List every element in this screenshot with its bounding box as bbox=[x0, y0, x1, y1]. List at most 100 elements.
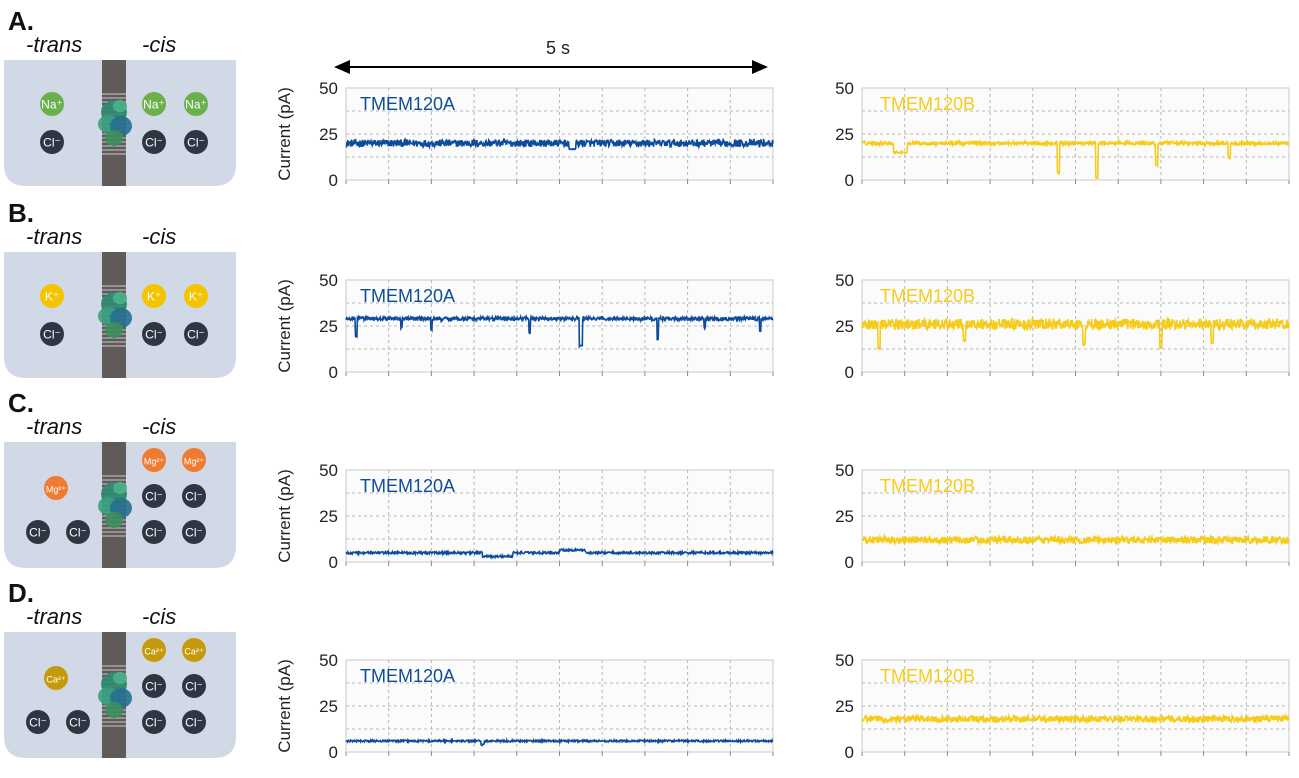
y-tick-label: 25 bbox=[835, 697, 854, 716]
cis-label: -cis bbox=[142, 414, 177, 439]
svg-text:Na⁺: Na⁺ bbox=[143, 98, 165, 112]
current-trace-chart: 0 25 50 TMEM120A Current (pA) bbox=[275, 651, 774, 762]
current-trace-line bbox=[861, 316, 1290, 351]
cis-ion: Cl⁻ bbox=[142, 130, 166, 154]
y-tick-label: 50 bbox=[835, 651, 854, 670]
cis-ion: Ca²⁺ bbox=[142, 638, 166, 662]
cis-ion: Cl⁻ bbox=[182, 710, 206, 734]
trans-label: -trans bbox=[26, 414, 83, 439]
current-trace-chart: 0 25 50 TMEM120A Current (pA) bbox=[275, 461, 774, 572]
current-trace-line bbox=[861, 712, 1290, 725]
trans-label: -trans bbox=[26, 604, 83, 629]
series-label: TMEM120A bbox=[360, 476, 455, 496]
protein-structure bbox=[98, 291, 132, 339]
svg-text:Mg²⁺: Mg²⁺ bbox=[46, 485, 66, 495]
y-axis-label: Current (pA) bbox=[275, 659, 294, 753]
y-tick-label: 25 bbox=[319, 507, 338, 526]
y-tick-label: 50 bbox=[319, 271, 338, 290]
svg-text:Ca²⁺: Ca²⁺ bbox=[184, 647, 204, 657]
protein-structure bbox=[98, 671, 132, 719]
current-trace-chart: 0 25 50 TMEM120A Current (pA) bbox=[275, 79, 774, 190]
current-trace-line bbox=[861, 138, 1290, 180]
cis-ion: Cl⁻ bbox=[142, 520, 166, 544]
current-trace-chart: 0 25 50 TMEM120B bbox=[835, 271, 1290, 382]
trans-ion: Cl⁻ bbox=[66, 710, 90, 734]
scale-bar bbox=[334, 60, 768, 74]
trans-label: -trans bbox=[26, 32, 83, 57]
y-tick-label: 50 bbox=[319, 651, 338, 670]
y-axis-label: Current (pA) bbox=[275, 279, 294, 373]
trans-ion: Cl⁻ bbox=[26, 710, 50, 734]
cis-ion: Ca²⁺ bbox=[182, 638, 206, 662]
svg-text:Cl⁻: Cl⁻ bbox=[145, 136, 163, 150]
cis-ion: Mg²⁺ bbox=[182, 448, 206, 472]
svg-text:Cl⁻: Cl⁻ bbox=[43, 328, 61, 342]
trans-ion: K⁺ bbox=[40, 284, 64, 308]
cis-ion: Cl⁻ bbox=[142, 710, 166, 734]
current-trace-chart: 0 25 50 TMEM120B bbox=[835, 651, 1290, 762]
cis-label: -cis bbox=[142, 32, 177, 57]
panel-label: A. bbox=[8, 6, 34, 36]
series-label: TMEM120A bbox=[360, 666, 455, 686]
current-trace-line bbox=[861, 533, 1290, 547]
cis-ion: Na⁺ bbox=[142, 92, 166, 116]
series-label: TMEM120A bbox=[360, 94, 455, 114]
svg-text:Na⁺: Na⁺ bbox=[41, 98, 63, 112]
svg-text:Cl⁻: Cl⁻ bbox=[187, 328, 205, 342]
svg-text:Cl⁻: Cl⁻ bbox=[145, 716, 163, 730]
svg-text:Mg²⁺: Mg²⁺ bbox=[144, 457, 164, 467]
series-label: TMEM120B bbox=[880, 286, 975, 306]
cis-ion: K⁺ bbox=[184, 284, 208, 308]
current-trace-chart: 0 25 50 TMEM120B bbox=[835, 461, 1290, 572]
svg-text:Cl⁻: Cl⁻ bbox=[145, 526, 163, 540]
svg-text:Mg²⁺: Mg²⁺ bbox=[184, 457, 204, 467]
panel-label: B. bbox=[8, 198, 34, 228]
cis-ion: Cl⁻ bbox=[182, 484, 206, 508]
series-label: TMEM120B bbox=[880, 94, 975, 114]
panel-label: D. bbox=[8, 578, 34, 608]
trans-ion: Cl⁻ bbox=[66, 520, 90, 544]
current-trace-line bbox=[345, 137, 774, 151]
svg-text:Cl⁻: Cl⁻ bbox=[29, 716, 47, 730]
trans-ion: Cl⁻ bbox=[40, 322, 64, 346]
svg-text:Cl⁻: Cl⁻ bbox=[185, 716, 203, 730]
y-tick-label: 0 bbox=[845, 363, 854, 382]
series-label: TMEM120B bbox=[880, 476, 975, 496]
y-tick-label: 25 bbox=[319, 317, 338, 336]
svg-text:Cl⁻: Cl⁻ bbox=[69, 716, 87, 730]
y-tick-label: 50 bbox=[835, 79, 854, 98]
trans-ion: Na⁺ bbox=[40, 92, 64, 116]
current-trace-chart: 0 25 50 TMEM120B bbox=[835, 79, 1290, 190]
y-tick-label: 0 bbox=[845, 553, 854, 572]
y-tick-label: 0 bbox=[329, 743, 338, 762]
y-tick-label: 25 bbox=[835, 507, 854, 526]
y-tick-label: 0 bbox=[329, 553, 338, 572]
y-tick-label: 25 bbox=[319, 697, 338, 716]
series-label: TMEM120A bbox=[360, 286, 455, 306]
svg-text:Cl⁻: Cl⁻ bbox=[43, 136, 61, 150]
current-trace-line bbox=[345, 313, 774, 349]
y-tick-label: 25 bbox=[835, 317, 854, 336]
svg-text:Na⁺: Na⁺ bbox=[185, 98, 207, 112]
cis-ion: K⁺ bbox=[142, 284, 166, 308]
cis-ion: Mg²⁺ bbox=[142, 448, 166, 472]
svg-text:K⁺: K⁺ bbox=[45, 290, 59, 304]
svg-text:K⁺: K⁺ bbox=[147, 290, 161, 304]
current-trace-line bbox=[345, 736, 774, 747]
svg-text:Cl⁻: Cl⁻ bbox=[29, 526, 47, 540]
y-tick-label: 50 bbox=[835, 271, 854, 290]
series-label: TMEM120B bbox=[880, 666, 975, 686]
cis-ion: Cl⁻ bbox=[182, 674, 206, 698]
cis-ion: Cl⁻ bbox=[142, 484, 166, 508]
current-trace-line bbox=[345, 546, 774, 560]
trans-ion: Cl⁻ bbox=[40, 130, 64, 154]
trans-ion: Mg²⁺ bbox=[44, 476, 68, 500]
cis-label: -cis bbox=[142, 224, 177, 249]
y-tick-label: 0 bbox=[845, 743, 854, 762]
svg-text:Cl⁻: Cl⁻ bbox=[187, 136, 205, 150]
protein-structure bbox=[98, 481, 132, 529]
panel-label: C. bbox=[8, 388, 34, 418]
svg-text:Cl⁻: Cl⁻ bbox=[69, 526, 87, 540]
cis-label: -cis bbox=[142, 604, 177, 629]
y-tick-label: 50 bbox=[835, 461, 854, 480]
